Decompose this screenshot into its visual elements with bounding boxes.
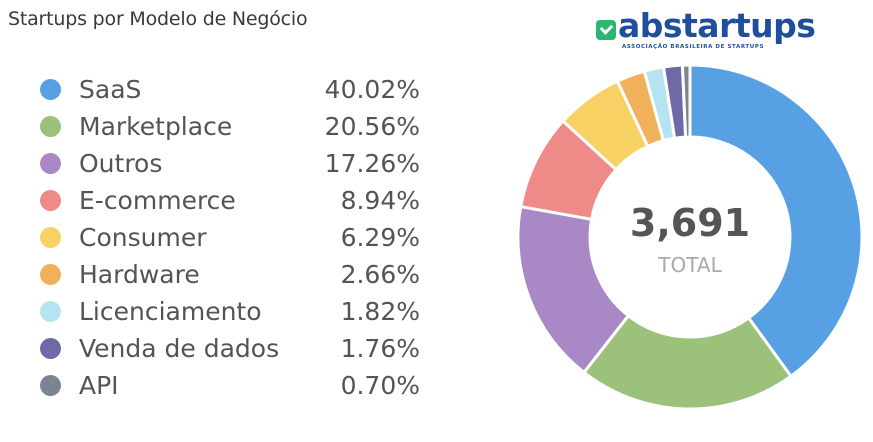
legend-label: Outros bbox=[79, 149, 163, 178]
donut-slices bbox=[516, 63, 864, 411]
center-total-value: 3,691 bbox=[630, 201, 750, 245]
logo-wordmark: abstartups bbox=[618, 6, 816, 45]
donut-slice-api bbox=[680, 63, 692, 139]
legend-marker bbox=[40, 375, 61, 396]
legend-item: Licenciamento 1.82% bbox=[40, 293, 420, 330]
legend-percent: 1.76% bbox=[340, 334, 420, 363]
legend-item: Hardware 2.66% bbox=[40, 256, 420, 293]
chart-legend: SaaS 40.02% Marketplace 20.56% Outros 17… bbox=[40, 71, 420, 404]
legend-marker bbox=[40, 153, 61, 174]
legend-marker bbox=[40, 190, 61, 211]
abstartups-logo: abstartups ASSOCIAÇÃO BRASILEIRA DE STAR… bbox=[596, 6, 816, 50]
legend-item: Venda de dados 1.76% bbox=[40, 330, 420, 367]
legend-percent: 8.94% bbox=[340, 186, 420, 215]
legend-label: Licenciamento bbox=[79, 297, 262, 326]
legend-marker bbox=[40, 79, 61, 100]
legend-item: Outros 17.26% bbox=[40, 145, 420, 182]
legend-percent: 0.70% bbox=[340, 371, 420, 400]
donut-slice-marketplace bbox=[581, 313, 794, 411]
chart-title: Startups por Modelo de Negócio bbox=[8, 8, 308, 30]
legend-marker bbox=[40, 264, 61, 285]
legend-item: E-commerce 8.94% bbox=[40, 182, 420, 219]
legend-label: Hardware bbox=[79, 260, 200, 289]
checkmark-icon bbox=[596, 20, 616, 40]
legend-label: API bbox=[79, 371, 119, 400]
donut-chart: 3,691 TOTAL bbox=[516, 63, 864, 411]
legend-marker bbox=[40, 301, 61, 322]
logo-tagline: ASSOCIAÇÃO BRASILEIRA DE STARTUPS bbox=[622, 44, 765, 50]
legend-item: SaaS 40.02% bbox=[40, 71, 420, 108]
legend-label: Venda de dados bbox=[79, 334, 280, 363]
legend-percent: 1.82% bbox=[340, 297, 420, 326]
legend-percent: 40.02% bbox=[324, 75, 420, 104]
center-total-label: TOTAL bbox=[657, 253, 722, 277]
legend-label: SaaS bbox=[79, 75, 142, 104]
legend-percent: 20.56% bbox=[324, 112, 420, 141]
legend-percent: 2.66% bbox=[340, 260, 420, 289]
legend-item: API 0.70% bbox=[40, 367, 420, 404]
legend-percent: 6.29% bbox=[340, 223, 420, 252]
legend-item: Marketplace 20.56% bbox=[40, 108, 420, 145]
legend-label: Marketplace bbox=[79, 112, 233, 141]
legend-label: Consumer bbox=[79, 223, 207, 252]
legend-item: Consumer 6.29% bbox=[40, 219, 420, 256]
legend-percent: 17.26% bbox=[324, 149, 420, 178]
legend-marker bbox=[40, 227, 61, 248]
legend-label: E-commerce bbox=[79, 186, 236, 215]
legend-marker bbox=[40, 338, 61, 359]
legend-marker bbox=[40, 116, 61, 137]
donut-slice-saas bbox=[688, 63, 864, 379]
